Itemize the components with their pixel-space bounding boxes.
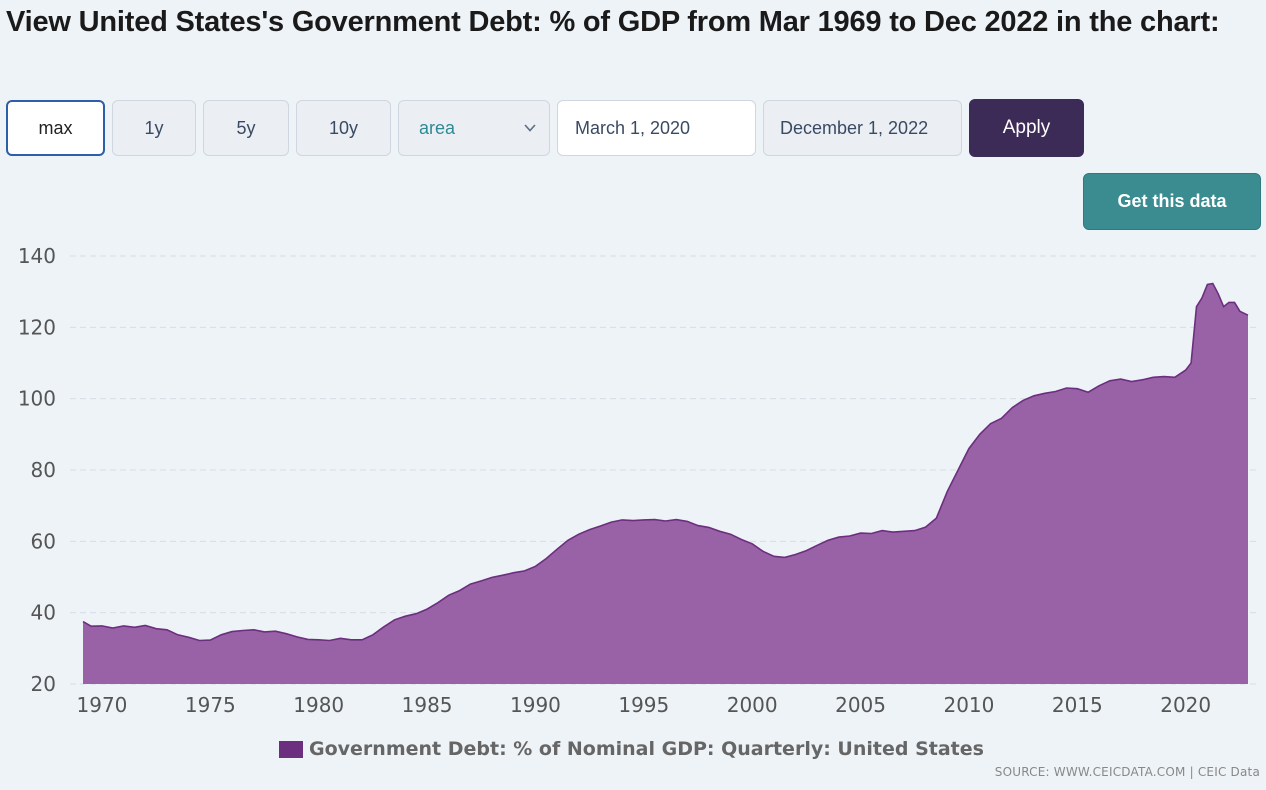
range-5y-button[interactable]: 5y xyxy=(203,100,289,156)
x-tick-label: 1970 xyxy=(77,693,128,717)
range-1y-button[interactable]: 1y xyxy=(112,100,196,156)
x-tick-label: 2000 xyxy=(727,693,778,717)
chart-type-select[interactable]: area xyxy=(398,100,550,156)
x-tick-label: 2020 xyxy=(1160,693,1211,717)
date-from-input[interactable]: March 1, 2020 xyxy=(557,100,756,156)
x-tick-label: 1985 xyxy=(402,693,453,717)
x-tick-label: 1975 xyxy=(185,693,236,717)
page-title: View United States's Government Debt: % … xyxy=(6,6,1220,38)
series-area-fill xyxy=(83,283,1248,684)
x-tick-label: 1990 xyxy=(510,693,561,717)
x-tick-label: 2005 xyxy=(835,693,886,717)
range-max-button[interactable]: max xyxy=(6,100,105,156)
y-tick-label: 140 xyxy=(18,244,56,268)
y-tick-label: 120 xyxy=(18,315,56,339)
apply-button[interactable]: Apply xyxy=(969,99,1084,157)
chart-type-value: area xyxy=(419,117,456,138)
x-axis-ticks: 1970 1975 1980 1985 1990 1995 2000 2005 2010 2015… xyxy=(77,693,1212,717)
chevron-down-icon xyxy=(524,124,536,132)
x-tick-label: 1995 xyxy=(618,693,669,717)
range-10y-button[interactable]: 10y xyxy=(296,100,391,156)
get-this-data-button[interactable]: Get this data xyxy=(1083,173,1261,230)
y-tick-label: 100 xyxy=(18,387,56,411)
y-tick-label: 80 xyxy=(31,458,56,482)
legend-label: Government Debt: % of Nominal GDP: Quart… xyxy=(309,738,984,760)
y-tick-label: 60 xyxy=(31,529,56,553)
y-tick-label: 20 xyxy=(31,672,56,696)
source-note: SOURCE: WWW.CEICDATA.COM | CEIC Data xyxy=(994,765,1260,779)
x-tick-label: 1980 xyxy=(293,693,344,717)
y-axis-ticks: 20 40 60 80 100 120 140 xyxy=(18,244,56,696)
date-to-input[interactable]: December 1, 2022 xyxy=(763,100,962,156)
chart-legend[interactable]: Government Debt: % of Nominal GDP: Quart… xyxy=(279,738,984,760)
x-tick-label: 2015 xyxy=(1052,693,1103,717)
legend-swatch xyxy=(279,740,303,758)
series-area xyxy=(82,282,1249,684)
x-tick-label: 2010 xyxy=(943,693,994,717)
y-tick-label: 40 xyxy=(31,601,56,625)
series-line xyxy=(82,282,1249,642)
